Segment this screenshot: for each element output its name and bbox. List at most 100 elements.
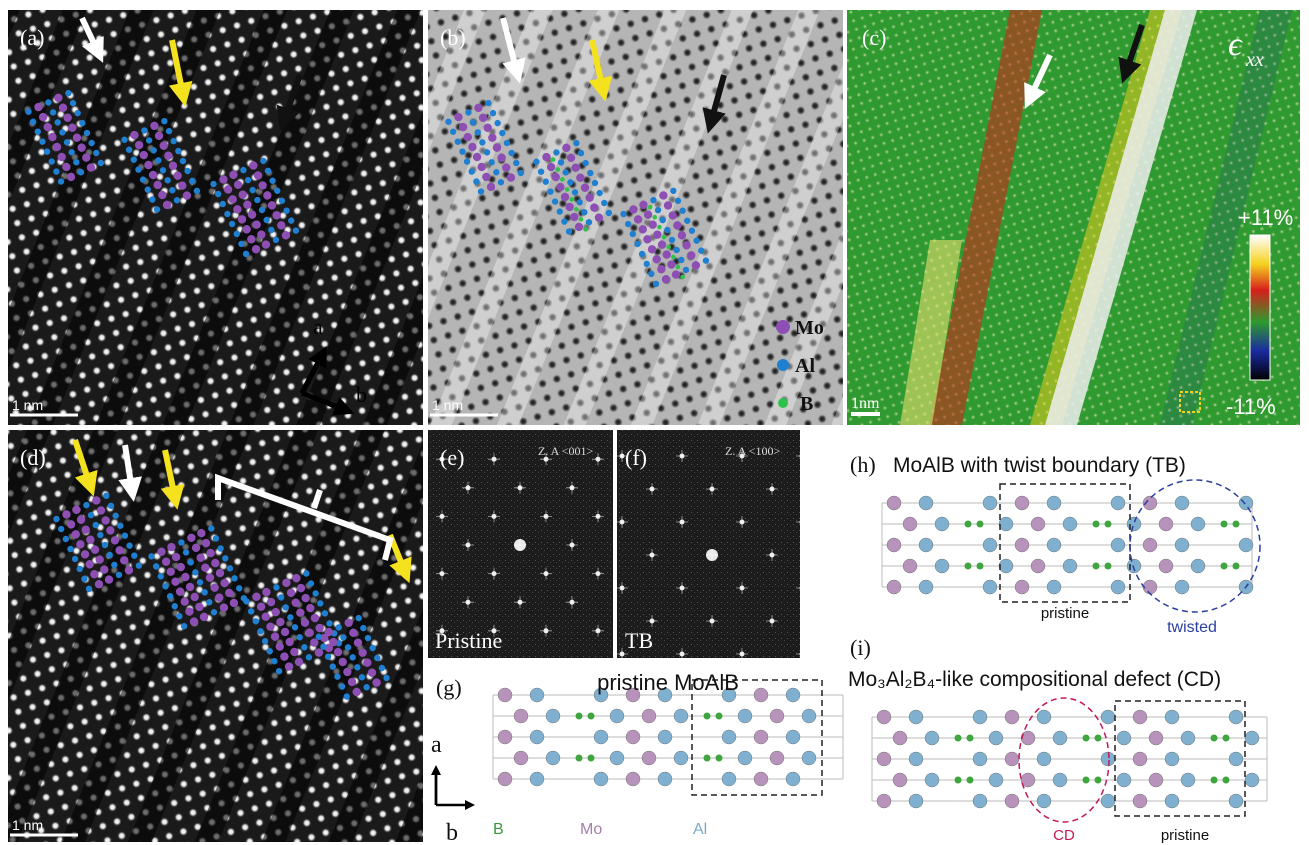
atom [38,112,48,122]
atom-mo [769,708,785,724]
atom [620,210,627,218]
atom [80,550,90,559]
fft-streak [646,483,658,495]
panel-title: MoAlB with twist boundary (TB) [893,454,1186,477]
atom-b [954,776,962,784]
atom [305,628,314,637]
atom [469,119,477,126]
atom [465,109,472,116]
atom-mo [1020,772,1036,788]
atom [601,199,608,207]
atom [276,617,285,627]
panel-title: Mo₃Al₂B₄-like compositional defect (CD) [848,668,1221,691]
atom [206,548,215,558]
fft-streak [436,624,448,637]
atom [243,598,250,605]
atom [149,196,156,203]
atom [170,137,177,145]
atom [152,563,160,570]
atom-al [1100,793,1116,809]
atom [201,538,211,548]
atom-al [721,729,737,745]
colorbar [1249,234,1271,381]
fft-streak [706,483,718,495]
atom-mo [753,687,769,703]
atom [271,658,278,665]
fft-streak [796,582,808,594]
atom [449,128,457,135]
atom-b [1104,520,1112,528]
atom [159,141,168,150]
atom [175,587,185,596]
atom [83,501,90,509]
atom [120,556,129,565]
atom [687,251,696,260]
atom-mo [1030,516,1046,532]
atom [62,535,69,543]
atom [165,127,173,135]
atom-b [1210,734,1218,742]
atom-al [801,708,817,724]
atom [657,224,662,230]
axis-arrows [299,346,327,395]
atom [86,163,96,172]
atom [252,618,260,625]
atom [164,151,173,160]
atom-b [1094,776,1102,784]
atom [483,123,492,132]
atom [682,241,691,250]
panel-label: (a) [20,25,44,50]
atom-al [1164,751,1180,767]
atom-b [976,562,984,570]
atom [263,216,270,224]
atom [565,228,573,235]
fft-name: TB [625,628,653,653]
atom [93,149,100,157]
atom [271,607,280,617]
fft-streak [488,453,500,466]
atom [277,594,285,601]
atom [702,257,710,264]
fft-streak [566,539,578,551]
atom [210,583,219,592]
axis-arrows [434,770,470,805]
atom [290,647,299,657]
atom [634,240,641,248]
atom-al [1062,558,1078,574]
atom [153,180,162,190]
atom-b [587,712,595,720]
colorbar-max: +11% [1238,205,1293,230]
atom [489,109,497,117]
atom [647,245,657,254]
strain-band [1160,10,1292,425]
atom [310,613,320,623]
atom [94,580,104,589]
atom [125,146,133,153]
atom-mo [1004,751,1020,767]
atom-al [1046,579,1062,595]
atom [624,220,632,228]
atom [189,177,196,185]
atom-al [1052,730,1068,746]
atom [261,638,269,645]
atom [454,138,461,145]
atom [383,674,390,682]
atom [256,602,266,611]
atom [233,205,242,214]
atom [494,119,501,127]
arrow [276,73,303,132]
atom-al [673,750,689,766]
atom [374,654,381,662]
atom [95,555,104,564]
atom [158,190,167,200]
atom [629,205,638,214]
atom-al [982,579,998,595]
atom-cluster [243,570,343,675]
fft-streak [796,516,808,528]
atom [666,244,671,250]
atom-mo [886,495,902,511]
atom [497,179,505,186]
fft-streak [766,549,778,561]
atom-b [715,754,723,762]
atom-b [1220,562,1228,570]
